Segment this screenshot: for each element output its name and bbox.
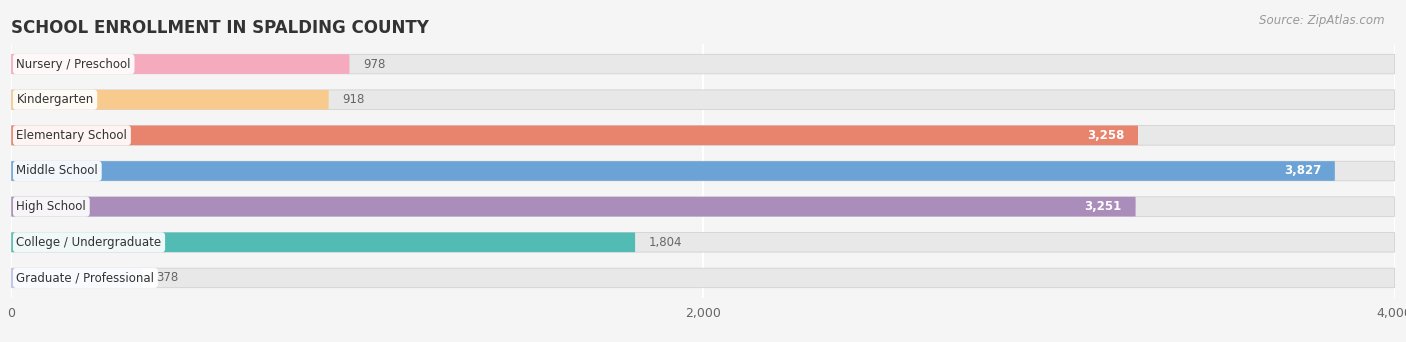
FancyBboxPatch shape — [11, 197, 1136, 216]
FancyBboxPatch shape — [11, 268, 142, 288]
Text: Nursery / Preschool: Nursery / Preschool — [17, 57, 131, 70]
FancyBboxPatch shape — [11, 126, 1395, 145]
Text: Source: ZipAtlas.com: Source: ZipAtlas.com — [1260, 14, 1385, 27]
FancyBboxPatch shape — [11, 90, 329, 109]
Text: High School: High School — [17, 200, 86, 213]
Text: 3,827: 3,827 — [1284, 165, 1322, 177]
Text: 378: 378 — [156, 272, 179, 285]
Text: 3,251: 3,251 — [1084, 200, 1122, 213]
Text: 918: 918 — [343, 93, 366, 106]
FancyBboxPatch shape — [11, 161, 1395, 181]
Text: 3,258: 3,258 — [1087, 129, 1125, 142]
FancyBboxPatch shape — [11, 54, 1395, 74]
Text: SCHOOL ENROLLMENT IN SPALDING COUNTY: SCHOOL ENROLLMENT IN SPALDING COUNTY — [11, 19, 429, 37]
Text: 978: 978 — [363, 57, 385, 70]
Text: 1,804: 1,804 — [650, 236, 682, 249]
FancyBboxPatch shape — [11, 233, 1395, 252]
FancyBboxPatch shape — [11, 197, 1395, 216]
FancyBboxPatch shape — [11, 233, 636, 252]
FancyBboxPatch shape — [11, 90, 1395, 109]
FancyBboxPatch shape — [11, 161, 1334, 181]
FancyBboxPatch shape — [11, 54, 350, 74]
Text: Middle School: Middle School — [17, 165, 98, 177]
FancyBboxPatch shape — [11, 126, 1137, 145]
Text: Elementary School: Elementary School — [17, 129, 128, 142]
Text: Graduate / Professional: Graduate / Professional — [17, 272, 155, 285]
Text: Kindergarten: Kindergarten — [17, 93, 94, 106]
Text: College / Undergraduate: College / Undergraduate — [17, 236, 162, 249]
FancyBboxPatch shape — [11, 268, 1395, 288]
